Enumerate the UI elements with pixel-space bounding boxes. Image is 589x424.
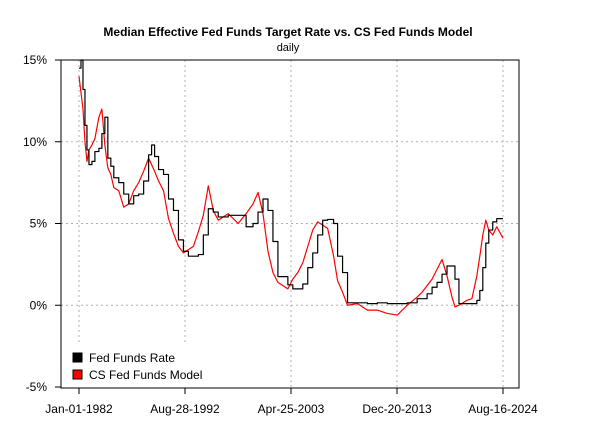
y-tick-label: 10% xyxy=(23,135,47,149)
y-tick-label: 0% xyxy=(30,298,48,312)
legend-swatch-fed-funds xyxy=(72,352,83,363)
legend: Fed Funds Rate CS Fed Funds Model xyxy=(62,345,214,387)
legend-label-cs-model: CS Fed Funds Model xyxy=(89,368,202,382)
y-tick-label: -5% xyxy=(26,380,48,394)
series-line-fed-funds-rate xyxy=(79,59,503,305)
y-tick-label: 5% xyxy=(30,217,48,231)
x-tick-label: Aug-28-1992 xyxy=(150,402,220,416)
x-tick-label: Apr-25-2003 xyxy=(258,402,325,416)
y-tick-label: 15% xyxy=(23,53,47,67)
legend-label-fed-funds: Fed Funds Rate xyxy=(89,351,175,365)
series-lines xyxy=(78,59,504,316)
chart-title: Median Effective Fed Funds Target Rate v… xyxy=(103,25,472,39)
legend-swatch-cs-model xyxy=(72,369,83,380)
series-line-cs-fed-funds-model xyxy=(78,76,504,316)
plot-frame xyxy=(60,59,520,389)
x-axis: Jan-01-1982 Aug-28-1992 Apr-25-2003 Dec-20-… xyxy=(45,388,538,416)
x-tick-label: Jan-01-1982 xyxy=(45,402,113,416)
y-axis: 15% 10% 5% 0% -5% xyxy=(23,53,61,394)
x-tick-label: Dec-20-2013 xyxy=(362,402,432,416)
legend-box xyxy=(62,345,214,387)
x-tick-label: Aug-16-2024 xyxy=(468,402,538,416)
chart-subtitle: daily xyxy=(277,42,300,54)
grid xyxy=(61,60,519,388)
